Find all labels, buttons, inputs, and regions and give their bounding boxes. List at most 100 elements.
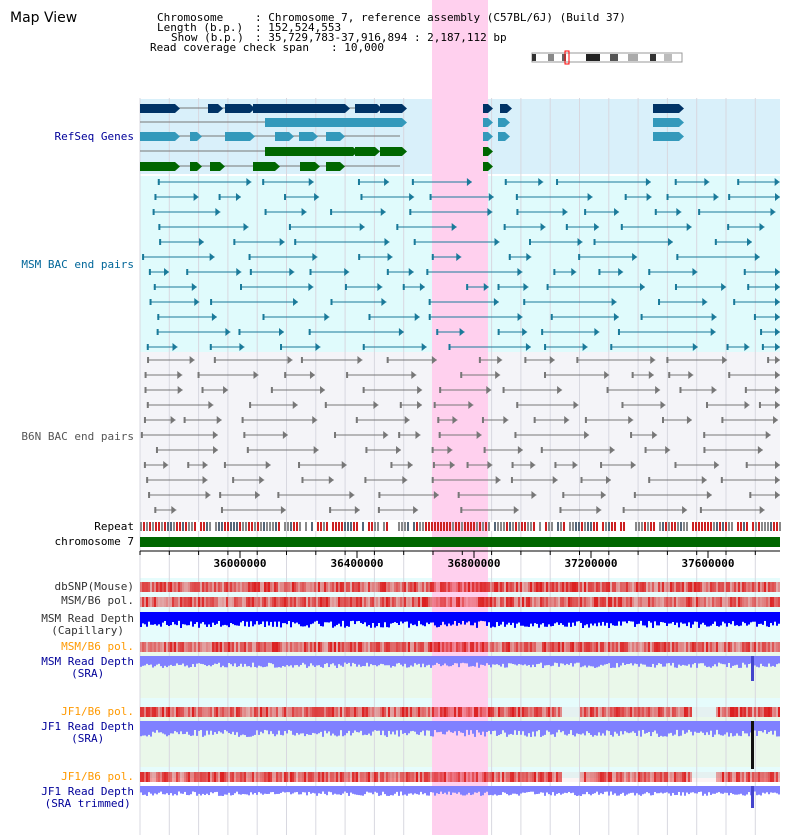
msm-depth-sra-bar <box>670 656 672 666</box>
msm-b6-pol-heat-cell <box>466 642 468 652</box>
msm-bac-end-arrow <box>594 328 600 336</box>
dbsnp-heat-cell <box>666 582 668 592</box>
jf1-b6-pol-heat-cell <box>152 772 154 782</box>
dbsnp-heat-cell <box>728 582 730 592</box>
msm-b6-pol-heat-cell <box>422 597 424 607</box>
msm-depth-sra-bar <box>658 656 660 664</box>
track-label-jf1-depth-sra[interactable]: JF1 Read Depth (SRA) <box>41 720 134 745</box>
track-label-msm-depth-sra[interactable]: MSM Read Depth (SRA) <box>41 655 134 680</box>
repeat-block <box>266 522 268 531</box>
repeat-block <box>629 522 631 531</box>
dbsnp-heat-cell <box>690 582 692 592</box>
msm-depth-sra-bar <box>600 656 602 665</box>
jf1-b6-pol-heat-cell <box>630 772 632 782</box>
msm-b6-pol-heat-cell <box>652 642 654 652</box>
msm-b6-pol-heat-cell <box>152 642 154 652</box>
msm-bac-end-arrow <box>618 268 624 276</box>
track-label-dbsnp[interactable]: dbSNP(Mouse) <box>54 580 134 593</box>
msm-b6-pol-heat-cell <box>526 597 528 607</box>
jf1-b6-pol-heat-cell <box>264 772 266 782</box>
msm-b6-pol-heat-cell <box>376 642 378 652</box>
msm-depth-cap-bar <box>622 612 624 622</box>
dbsnp-heat-cell <box>482 582 484 592</box>
jf1-b6-pol-heat-cell <box>156 772 158 782</box>
track-label-msm-b6-pol-1[interactable]: MSM/B6 pol. <box>61 594 134 607</box>
msm-depth-sra-bar <box>268 656 270 663</box>
msm-b6-pol-heat-cell <box>468 642 470 652</box>
jf1-b6-pol-heat-cell <box>428 707 430 717</box>
jf1-depth-sra-bar <box>194 721 196 731</box>
b6n-bac-end-arrow <box>205 491 211 499</box>
b6n-bac-end-arrow <box>259 476 265 484</box>
msm-b6-pol-heat-cell <box>638 642 640 652</box>
jf1-depth-sra-bar <box>296 721 298 733</box>
track-label-jf1-b6-pol-1[interactable]: JF1/B6 pol. <box>61 705 134 718</box>
jf1-depth-sra-bar <box>204 721 206 736</box>
track-label-msm-b6-pol-2[interactable]: MSM/B6 pol. <box>61 640 134 653</box>
jf1-depth-sra-bar <box>492 721 494 732</box>
jf1-b6-pol-heat-cell <box>266 707 268 717</box>
jf1-depth-sra-bar <box>486 721 488 732</box>
jf1-b6-pol-heat-cell <box>530 707 532 717</box>
track-label-chromosome[interactable]: chromosome 7 <box>54 535 134 548</box>
msm-b6-pol-heat-cell <box>500 642 502 652</box>
msm-b6-pol-heat-cell <box>282 642 284 652</box>
jf1-depth-trim-bar <box>604 786 606 792</box>
dbsnp-heat-cell <box>548 582 550 592</box>
msm-bac-end-arrow <box>770 208 776 216</box>
jf1-depth-trim-bar <box>250 786 252 793</box>
dbsnp-heat-cell <box>206 582 208 592</box>
dbsnp-heat-cell <box>534 582 536 592</box>
track-label-msm-depth-capillary[interactable]: MSM Read Depth (Capillary) <box>41 612 134 637</box>
msm-depth-sra-bar <box>594 656 596 668</box>
msm-b6-pol-heat-cell <box>742 642 744 652</box>
track-label-jf1-b6-pol-2[interactable]: JF1/B6 pol. <box>61 770 134 783</box>
jf1-b6-pol-heat-cell <box>500 707 502 717</box>
msm-depth-sra-bar <box>576 656 578 663</box>
dbsnp-heat-cell <box>406 582 408 592</box>
jf1-depth-sra-bar <box>246 721 248 737</box>
b6n-bac-end-arrow <box>171 506 177 514</box>
track-label-msm-bac[interactable]: MSM BAC end pairs <box>21 258 134 271</box>
jf1-b6-pol-heat-cell <box>350 772 352 782</box>
dbsnp-heat-cell <box>326 582 328 592</box>
msm-b6-pol-heat-cell <box>456 642 458 652</box>
b6n-bac-end-marker <box>378 492 381 498</box>
b6n-bac-end-marker <box>668 372 671 378</box>
msm-depth-sra-bar <box>618 656 620 668</box>
jf1-depth-trim-bar <box>382 786 384 792</box>
jf1-depth-sra-bar <box>464 721 466 737</box>
msm-depth-cap-bar <box>180 612 182 628</box>
msm-b6-pol-heat-cell <box>464 642 466 652</box>
dbsnp-heat-cell <box>644 582 646 592</box>
repeat-block <box>572 522 574 531</box>
gene-feature <box>483 118 488 127</box>
jf1-b6-pol-heat-cell <box>456 707 458 717</box>
repeat-block <box>368 522 370 531</box>
jf1-b6-pol-heat-cell <box>732 707 734 717</box>
jf1-b6-pol-heat-cell <box>726 707 728 717</box>
msm-bac-end-arrow <box>466 178 472 186</box>
dbsnp-heat-cell <box>568 582 570 592</box>
track-label-repeat[interactable]: Repeat <box>94 520 134 533</box>
jf1-depth-sra-bar <box>452 721 454 733</box>
msm-depth-sra-bar <box>482 656 484 665</box>
msm-bac-end-marker <box>556 179 559 185</box>
msm-depth-sra-bar <box>654 656 656 668</box>
track-label-jf1-depth-trimmed[interactable]: JF1 Read Depth (SRA trimmed) <box>41 785 134 810</box>
track-label-b6n-bac[interactable]: B6N BAC end pairs <box>21 430 134 443</box>
track-label-refseq[interactable]: RefSeq Genes <box>54 130 134 143</box>
msm-depth-sra-bar <box>648 656 650 667</box>
msm-depth-cap-bar <box>156 612 158 626</box>
msm-depth-cap-bar <box>510 612 512 626</box>
jf1-depth-trim-bar <box>372 786 374 795</box>
msm-bac-end-arrow <box>571 268 577 276</box>
dbsnp-heat-cell <box>166 582 168 592</box>
msm-depth-sra-bar <box>374 656 376 666</box>
msm-depth-sra-bar <box>154 656 156 667</box>
msm-depth-sra-bar <box>254 656 256 667</box>
repeat-block <box>365 522 367 531</box>
msm-depth-sra-bar <box>408 656 410 668</box>
msm-depth-cap-bar <box>646 612 648 628</box>
